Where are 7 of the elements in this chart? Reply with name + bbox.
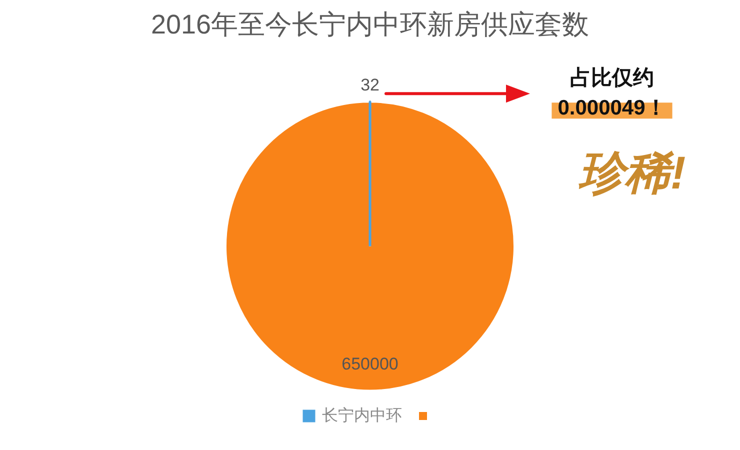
text: 占比仅约 [570, 66, 654, 90]
data-label: 650000 [342, 354, 398, 374]
data-label: 32 [360, 75, 380, 94]
text: 珍稀! [578, 146, 686, 198]
chart-title: 2016年至今长宁内中环新房供应套数 [150, 10, 590, 40]
text: 0.000049！ [558, 96, 666, 120]
legend-label: 长宁内中环 [322, 406, 402, 424]
